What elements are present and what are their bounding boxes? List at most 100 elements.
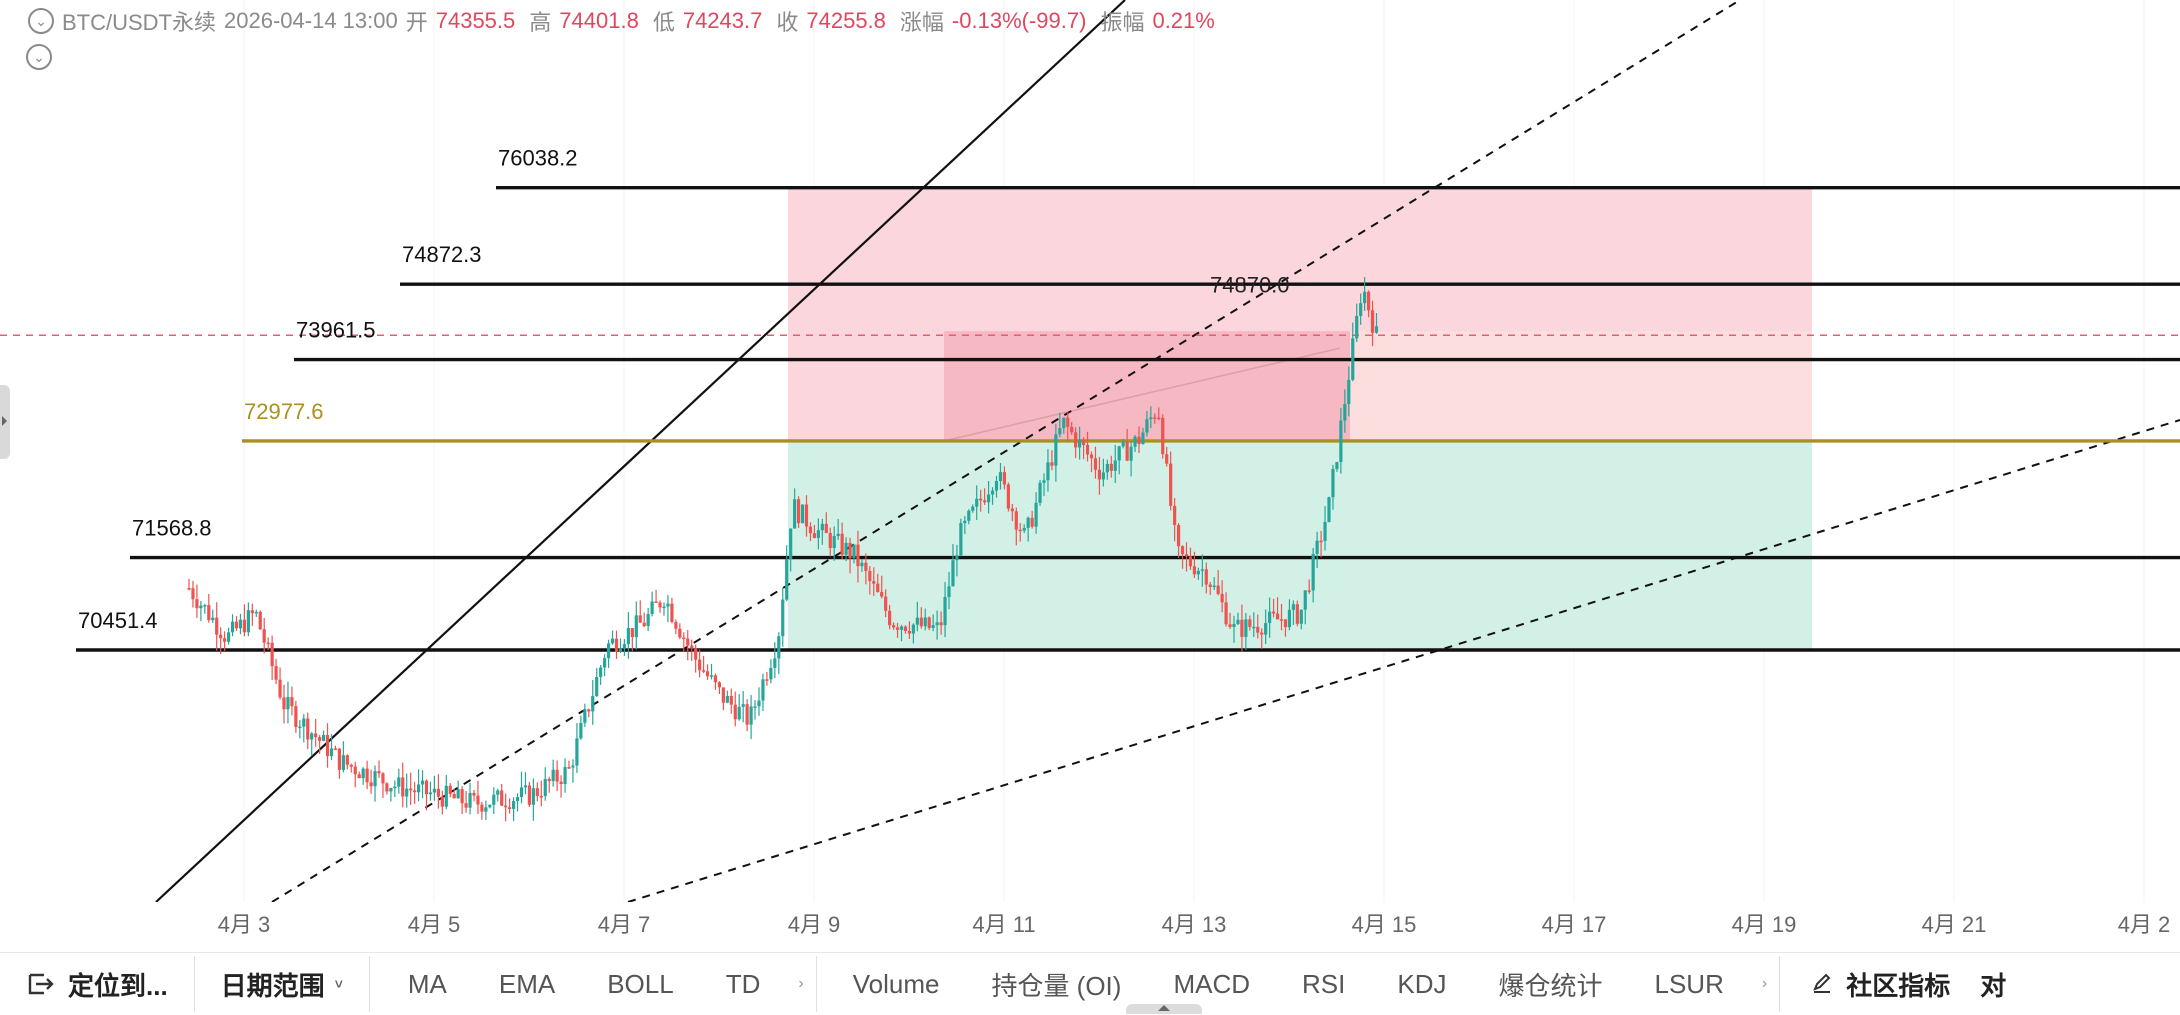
candle	[931, 614, 935, 632]
oi-button[interactable]: 持仓量 (OI)	[965, 953, 1147, 1015]
candle-body	[1038, 482, 1042, 503]
lsur-button[interactable]: LSUR	[1629, 953, 1750, 1015]
candle-body	[1113, 460, 1117, 471]
chart-area[interactable]: 76038.2 74872.3 73961.5 72977.6 71568.8 70451…	[0, 0, 2180, 952]
candle	[701, 655, 706, 674]
candle	[884, 589, 888, 618]
candle	[440, 790, 444, 815]
td-button[interactable]: TD	[700, 953, 787, 1015]
candle	[464, 790, 468, 813]
candle-body	[219, 634, 223, 639]
candle-body	[1157, 417, 1161, 420]
candle	[864, 553, 868, 585]
candle	[535, 782, 539, 802]
candle-body	[357, 774, 361, 779]
candle-body	[246, 610, 250, 633]
candle-body	[191, 588, 195, 600]
candle-body	[911, 624, 915, 634]
candle	[682, 632, 686, 653]
candle-body	[413, 790, 417, 793]
candle-body	[915, 617, 919, 625]
candle-body	[1129, 446, 1133, 461]
candle-body	[1006, 484, 1010, 509]
candle-body	[492, 794, 496, 805]
candle	[686, 630, 690, 661]
candle	[345, 754, 349, 770]
candle	[1058, 412, 1062, 438]
candle	[484, 800, 488, 821]
compare-button[interactable]: 对	[1976, 953, 2032, 1015]
candle	[444, 774, 448, 810]
candle-body	[804, 504, 809, 527]
candle	[610, 630, 615, 645]
side-panel-handle[interactable]	[0, 385, 10, 459]
ohlc-header: ⌄ BTC/USDT永续 2026-04-14 13:00 开 74355.5 高…	[28, 8, 1229, 35]
candle-body	[998, 472, 1003, 482]
candle	[468, 782, 472, 815]
candle-body	[349, 764, 353, 767]
compare-label: 对	[1980, 970, 2007, 1001]
candle-body	[761, 679, 765, 701]
candle	[286, 681, 290, 724]
candle	[745, 699, 749, 732]
candle-body	[531, 788, 535, 805]
candle-body	[717, 682, 722, 688]
candle-body	[638, 615, 642, 623]
candle	[1006, 482, 1010, 512]
high-marker-label: 74870.0	[1210, 272, 1290, 297]
candle-body	[420, 780, 425, 785]
candle-body	[456, 789, 460, 799]
candle-body	[919, 617, 923, 627]
candle-body	[741, 704, 745, 707]
candle-body	[1260, 632, 1264, 635]
candle	[460, 786, 464, 815]
candle-body	[1279, 619, 1284, 621]
ema-button[interactable]: EMA	[473, 953, 581, 1015]
candle-body	[820, 523, 824, 531]
candle-body	[405, 788, 409, 797]
macd-button[interactable]: MACD	[1147, 953, 1276, 1015]
level-label-71568.8: 71568.8	[132, 516, 212, 541]
price-chart[interactable]: 76038.2 74872.3 73961.5 72977.6 71568.8 70451…	[0, 0, 2180, 952]
candle-body	[994, 481, 999, 491]
expand-panel-handle[interactable]	[1126, 1004, 1202, 1014]
indicator-chevron-icon[interactable]: ⌄	[26, 44, 52, 70]
community-indicators-button[interactable]: 社区指标	[1780, 953, 1976, 1015]
candle-body	[583, 709, 587, 723]
candle-body	[1141, 432, 1145, 444]
candle	[472, 789, 476, 802]
boll-button[interactable]: BOLL	[581, 953, 700, 1015]
volume-button[interactable]: Volume	[817, 953, 966, 1015]
candle	[302, 714, 306, 743]
candle-body	[539, 795, 543, 798]
candle	[515, 793, 520, 812]
candle-body	[1014, 511, 1018, 530]
candle	[1370, 300, 1375, 347]
liquidation-button[interactable]: 爆仓统计	[1472, 953, 1628, 1015]
rsi-button[interactable]: RSI	[1276, 953, 1371, 1015]
candle-body	[777, 636, 781, 659]
chevron-right-icon[interactable]: ›	[1761, 975, 1768, 992]
date-range-button[interactable]: 日期范围 ˅	[195, 953, 369, 1015]
candle-body	[1359, 303, 1363, 316]
candle-body	[230, 621, 235, 633]
candle	[654, 589, 658, 603]
candle	[1208, 582, 1212, 595]
candle-body	[1101, 472, 1105, 480]
candle-body	[1347, 379, 1351, 404]
locate-button[interactable]: 定位到...	[0, 953, 194, 1015]
candle-body	[333, 748, 338, 750]
candle	[1078, 426, 1082, 460]
candle-body	[1026, 517, 1030, 528]
candle-body	[872, 581, 876, 584]
ma-button[interactable]: MA	[370, 953, 473, 1015]
kdj-button[interactable]: KDJ	[1371, 953, 1472, 1015]
candle	[1046, 449, 1050, 492]
candle-body	[1173, 505, 1177, 526]
candle-body	[1204, 569, 1208, 585]
candle	[413, 782, 417, 804]
chevron-right-icon[interactable]: ›	[798, 975, 804, 992]
candle-body	[733, 704, 737, 720]
collapse-chevron-icon[interactable]: ⌄	[28, 8, 54, 34]
candle	[575, 723, 579, 773]
